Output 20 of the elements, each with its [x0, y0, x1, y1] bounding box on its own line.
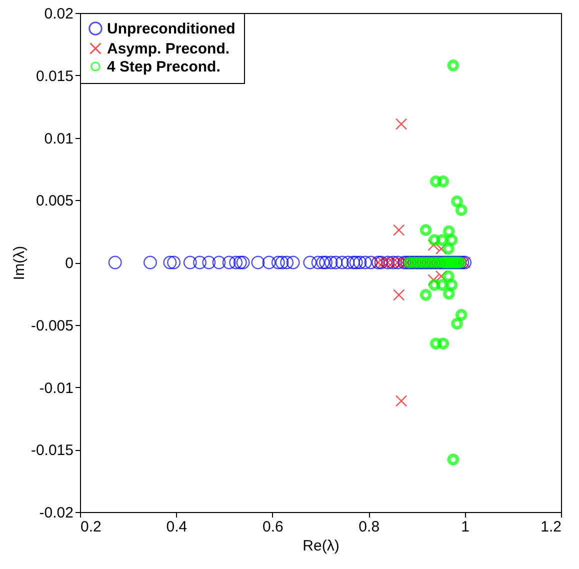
- y-axis-title: Im(λ): [10, 246, 28, 280]
- x-tick-label: 0.8: [358, 518, 380, 536]
- y-tick-label: 0.01: [44, 130, 74, 148]
- x-tick-label: 1.2: [540, 518, 562, 536]
- x-tick-label: 0.2: [80, 518, 102, 536]
- x-tick-label: 0.4: [166, 518, 188, 536]
- x-axis-title: Re(λ): [302, 538, 340, 554]
- y-tick-label: -0.02: [39, 504, 74, 522]
- y-tick-label: -0.01: [39, 380, 74, 397]
- y-tick-label: 0.02: [44, 6, 74, 22]
- x-tick-label: 1: [461, 518, 470, 536]
- legend-label: Unpreconditioned: [107, 20, 236, 38]
- y-tick-label: 0.005: [36, 192, 74, 210]
- y-tick-label: 0: [65, 255, 74, 272]
- y-tick-label: -0.005: [30, 317, 74, 334]
- legend-label: Asymp. Precond.: [107, 40, 230, 58]
- y-tick-label: -0.015: [30, 442, 74, 460]
- x-tick-label: 0.6: [262, 518, 284, 536]
- y-tick-label: 0.015: [36, 68, 74, 85]
- legend-label: 4 Step Precond.: [107, 58, 220, 76]
